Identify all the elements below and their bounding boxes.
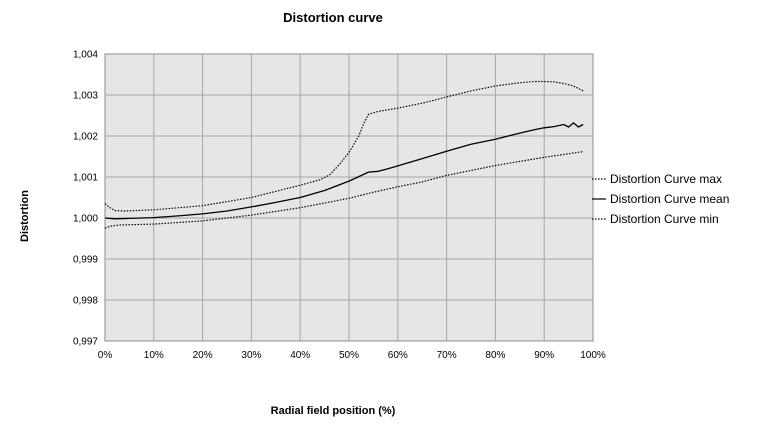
- grid-lines: [105, 54, 593, 341]
- x-tick-label: 20%: [193, 350, 213, 361]
- x-tick-label: 30%: [241, 350, 261, 361]
- x-tick-label: 70%: [437, 350, 457, 361]
- y-tick-label: 1,001: [73, 173, 98, 184]
- series-lines: [104, 80, 584, 229]
- y-tick-label: 0,997: [73, 337, 98, 348]
- y-tick-label: 1,002: [73, 132, 98, 143]
- series-line: [104, 122, 584, 220]
- y-tick-label: 0,999: [73, 255, 98, 266]
- x-axis-title: Radial field position (%): [271, 405, 396, 417]
- series-line: [104, 151, 584, 229]
- y-tick-label: 0,998: [73, 296, 98, 307]
- y-tick-label: 1,003: [73, 91, 98, 102]
- legend-label: Distortion Curve min: [610, 212, 719, 226]
- chart-title: Distortion curve: [283, 10, 383, 25]
- x-tick-label: 10%: [144, 350, 164, 361]
- x-tick-label: 40%: [290, 350, 310, 361]
- y-axis-ticks: 0,997 0,998 0,999 1,000 1,001 1,002 1,003 1,004: [73, 50, 98, 348]
- x-tick-label: 80%: [485, 350, 505, 361]
- x-tick-label: 50%: [339, 350, 359, 361]
- x-tick-label: 100%: [580, 350, 606, 361]
- legend-label: Distortion Curve mean: [610, 192, 729, 206]
- legend: Distortion Curve max Distortion Curve mea…: [592, 172, 729, 226]
- x-tick-label: 90%: [534, 350, 554, 361]
- y-axis-title: Distortion: [19, 190, 31, 242]
- x-tick-label: 60%: [388, 350, 408, 361]
- x-axis-ticks: 0% 10% 20% 30% 40% 50% 60% 70% 80% 90% 100%: [98, 350, 606, 361]
- legend-label: Distortion Curve max: [610, 172, 722, 186]
- y-tick-label: 1,000: [73, 214, 98, 225]
- y-tick-label: 1,004: [73, 50, 98, 61]
- x-tick-label: 0%: [98, 350, 113, 361]
- series-line: [104, 80, 584, 212]
